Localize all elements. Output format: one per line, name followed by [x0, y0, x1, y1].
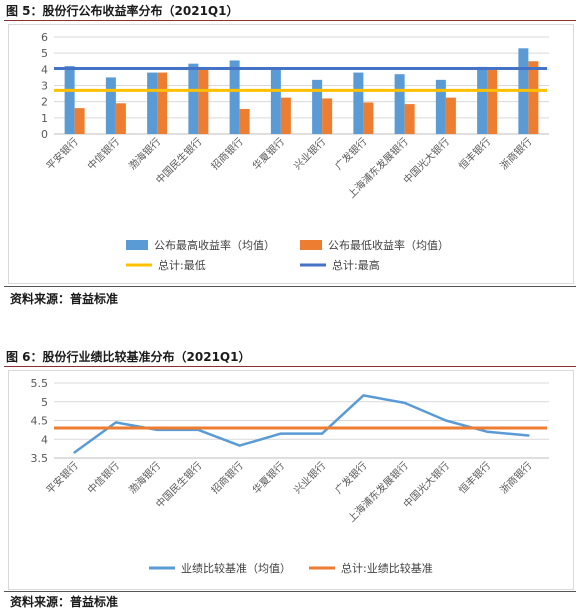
x-tick-label: 中信银行	[85, 459, 122, 496]
figure-5-top-rule	[4, 20, 576, 21]
bar	[198, 69, 209, 134]
x-tick-label: 招商银行	[208, 135, 245, 172]
bar	[435, 79, 446, 134]
y-tick-label: 6	[41, 31, 48, 44]
figure-6-top-rule	[4, 366, 576, 367]
y-tick-label: 4	[41, 433, 48, 446]
y-tick-label: 2	[41, 96, 48, 109]
y-tick-label: 1	[41, 112, 48, 125]
x-tick-label: 浙商银行	[497, 135, 534, 172]
bar	[363, 102, 374, 134]
x-tick-label: 渤海银行	[126, 459, 163, 496]
bar	[115, 103, 126, 134]
bar	[188, 63, 199, 134]
figure-6-source: 资料来源：普益标准	[10, 595, 119, 609]
x-tick-label: 恒丰银行	[456, 135, 493, 172]
x-tick-label: 恒丰银行	[456, 459, 493, 496]
legend-swatch	[300, 240, 322, 250]
y-tick-label: 3.5	[31, 452, 49, 465]
x-tick-label: 浙商银行	[497, 459, 534, 496]
figure-5-source: 资料来源：普益标准	[10, 292, 119, 306]
y-tick-label: 3	[41, 80, 48, 93]
legend-label: 总计:最低	[158, 258, 206, 272]
legend-label: 业绩比较基准（均值）	[181, 561, 291, 575]
figure-5-bottom-rule	[4, 286, 576, 287]
bar	[353, 72, 364, 134]
bar	[528, 61, 539, 134]
x-tick-label: 平安银行	[43, 135, 80, 172]
y-tick-label: 5	[41, 396, 48, 409]
x-tick-label: 广发银行	[332, 135, 369, 172]
bar	[312, 79, 323, 134]
x-tick-label: 渤海银行	[126, 135, 163, 172]
bar	[394, 74, 405, 134]
bar	[229, 60, 240, 134]
bar-chart-frame: 0 1 2 3 4 5 6 平安银行 中信银行 渤海银行 中国民生银行 招商银行 华夏银行 兴业银行 广发银…	[8, 24, 574, 284]
bar	[105, 77, 116, 134]
legend-label: 公布最低收益率（均值）	[328, 238, 449, 252]
bar	[487, 68, 498, 134]
legend-label: 总计:最高	[332, 258, 380, 272]
line-chart-frame: 3.5 4 4.5 5 5.5 平安银行 中信银行 渤海银行 中国民生银行 招商银行 华夏银行 兴业银…	[8, 370, 574, 590]
bar	[404, 104, 415, 134]
x-tick-label: 兴业银行	[291, 135, 328, 172]
y-tick-label: 5.5	[31, 377, 49, 390]
figure-5-title: 图 5：股份行公布收益率分布（2021Q1）	[6, 4, 239, 18]
bar	[239, 108, 250, 134]
x-tick-label: 平安银行	[43, 459, 80, 496]
bar	[157, 72, 168, 134]
y-tick-label: 0	[41, 128, 48, 141]
bar	[322, 98, 333, 134]
y-tick-label: 4	[41, 63, 48, 76]
bar	[147, 72, 158, 134]
legend-label: 总计:业绩比较基准	[341, 561, 433, 575]
figure-6-bottom-rule	[4, 591, 576, 592]
legend-label: 公布最高收益率（均值）	[154, 238, 275, 252]
x-tick-label: 招商银行	[208, 459, 245, 496]
bar	[74, 108, 85, 134]
bar	[477, 66, 488, 134]
bar	[280, 97, 291, 134]
bar	[445, 97, 456, 134]
x-tick-label: 华夏银行	[250, 135, 287, 172]
x-tick-label: 广发银行	[332, 459, 369, 496]
x-tick-label: 兴业银行	[291, 459, 328, 496]
x-tick-label: 华夏银行	[250, 459, 287, 496]
x-tick-label: 中信银行	[85, 135, 122, 172]
y-tick-label: 4.5	[31, 415, 49, 428]
y-tick-label: 5	[41, 47, 48, 60]
series-line	[73, 394, 530, 454]
figure-6-title: 图 6：股份行业绩比较基准分布（2021Q1）	[6, 350, 251, 364]
bar	[270, 68, 281, 134]
legend-swatch	[126, 240, 148, 250]
bar	[64, 66, 75, 134]
